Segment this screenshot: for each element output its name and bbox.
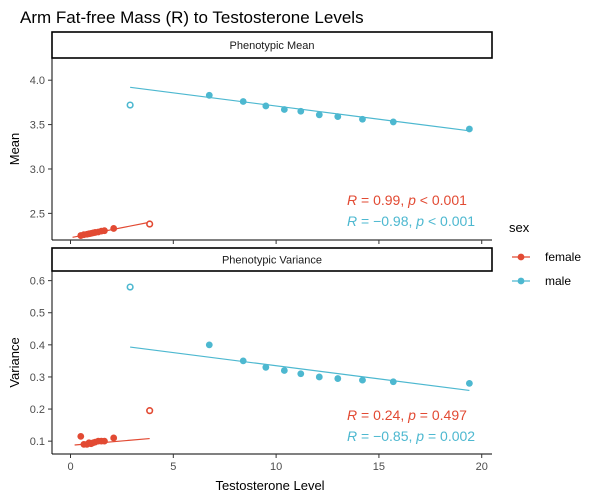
data-point-male <box>297 370 305 378</box>
data-point-male <box>334 113 342 120</box>
data-point-female <box>101 227 108 235</box>
y-tick-label: 0.1 <box>30 436 45 448</box>
facet-strip <box>51 247 493 272</box>
data-point-male <box>297 107 305 115</box>
data-point-male <box>280 367 288 374</box>
data-point-male <box>465 379 473 387</box>
data-point-male <box>315 373 323 381</box>
panel-0: Phenotypic Mean2.53.03.54.005101520MeanR… <box>7 31 493 259</box>
outlier-point-male <box>126 283 134 291</box>
y-tick-label: 4.0 <box>30 75 45 87</box>
y-tick-label: 0.4 <box>30 340 45 352</box>
y-tick-label: 0.5 <box>30 308 45 320</box>
y-tick-label: 3.5 <box>30 120 45 132</box>
data-point-male <box>389 378 397 386</box>
data-point-male <box>205 91 213 99</box>
y-tick-label: 0.3 <box>30 372 45 384</box>
x-axis-label: Testosterone Level <box>215 478 324 493</box>
panel-1: Phenotypic Variance 0.1 0.2 0.3 0.4 0.5 0.6 0 5 1… <box>7 247 493 473</box>
y-tick-label: 0.2 <box>30 404 45 416</box>
annotation-male: R = −0.85, p = 0.002 <box>347 428 475 444</box>
y-tick-label: 0.6 <box>30 276 45 288</box>
data-point-male <box>334 375 342 382</box>
facet-strip <box>51 31 493 59</box>
data-point-male <box>280 106 288 113</box>
x-tick-label: 20 <box>476 461 488 473</box>
x-tick-label: 5 <box>170 461 176 473</box>
legend-label-male: male <box>545 274 571 288</box>
data-point-female <box>101 437 108 445</box>
series-male <box>126 86 473 133</box>
data-point-male <box>262 102 270 110</box>
legend-title: sex <box>509 220 530 235</box>
fit-line-male <box>130 346 470 392</box>
data-point-female <box>77 432 85 440</box>
chart-title: Arm Fat-free Mass (R) to Testosterone Le… <box>20 8 364 27</box>
data-point-male <box>239 357 247 365</box>
panels: Phenotypic Mean 2.5 3.0 3.5 4.0 0 5 10 15 20 Mean R… <box>7 31 493 473</box>
x-tick-label: 0 <box>67 461 73 473</box>
y-axis-label: Mean <box>7 133 22 166</box>
annotation-male: R = −0.98, p < 0.001 <box>347 213 475 229</box>
legend-label-female: female <box>545 250 581 264</box>
data-point-male <box>239 98 247 105</box>
y-tick-label: 3.0 <box>30 164 45 176</box>
data-point-male <box>205 341 213 349</box>
data-point-male <box>465 125 473 133</box>
facet-strip-label: Phenotypic Mean <box>230 40 315 52</box>
y-axis-label: Variance <box>7 337 22 387</box>
y-tick-label: 2.5 <box>30 208 45 220</box>
data-point-male <box>315 111 323 119</box>
data-point-male <box>262 363 270 371</box>
outlier-point-female <box>146 407 154 415</box>
legend: sex female male <box>509 220 581 288</box>
annotation-female: R = 0.99, p < 0.001 <box>347 192 467 208</box>
outlier-point-female <box>146 220 154 228</box>
facet-strip-label: Phenotypic Variance <box>222 255 322 267</box>
legend-key-point-female <box>517 253 525 261</box>
outlier-point-male <box>126 101 134 109</box>
data-point-male <box>359 376 366 384</box>
annotation-female: R = 0.24, p = 0.497 <box>347 407 467 423</box>
data-point-female <box>110 434 118 442</box>
series-male <box>126 283 473 392</box>
x-tick-label: 15 <box>373 461 385 473</box>
legend-key-point-male <box>517 277 525 285</box>
data-point-male <box>389 118 397 126</box>
x-tick-label: 10 <box>270 461 282 473</box>
series-female <box>72 220 154 239</box>
data-point-female <box>110 225 118 232</box>
series-female <box>74 407 154 448</box>
data-point-male <box>359 115 366 123</box>
